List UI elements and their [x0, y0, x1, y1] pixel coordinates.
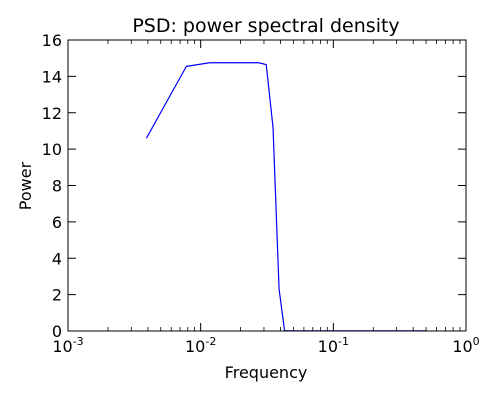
y-tick-label: 14: [42, 67, 62, 86]
x-tick-exponent: -2: [205, 335, 216, 348]
y-tick-label: 12: [42, 104, 62, 123]
x-axis-ticks: 10-3 10-2 10-1 100: [52, 40, 480, 356]
series-layer: [145, 62, 427, 332]
x-tick-exponent: -3: [73, 335, 84, 348]
x-tick-base: 10: [52, 337, 72, 356]
y-tick-label: 8: [52, 177, 62, 196]
x-tick-base: 10: [185, 337, 205, 356]
x-tick-exponent: -1: [338, 335, 349, 348]
plot-area-frame: [67, 39, 467, 332]
y-tick-label: 10: [42, 140, 62, 159]
y-tick-label: 2: [52, 286, 62, 305]
chart-title: PSD: power spectral density: [132, 15, 399, 37]
x-tick-label: 10-3: [52, 335, 83, 356]
x-tick-base: 10: [318, 337, 338, 356]
y-axis-label: Power: [16, 161, 35, 210]
x-tick-label: 10-2: [185, 335, 216, 356]
x-axis-label: Frequency: [225, 363, 308, 382]
y-tick-label: 16: [42, 31, 62, 50]
y-tick-label: 6: [52, 213, 62, 232]
y-axis-ticks: 0 2 4 6 8 10 12 14 16: [42, 31, 466, 341]
series-line-0: [145, 62, 427, 332]
y-tick-label: 0: [52, 322, 62, 341]
x-tick-base: 10: [452, 337, 472, 356]
x-tick-label: 100: [452, 335, 479, 356]
y-tick-label: 4: [52, 249, 62, 268]
x-tick-exponent: 0: [473, 335, 480, 348]
x-tick-label: 10-1: [318, 335, 349, 356]
